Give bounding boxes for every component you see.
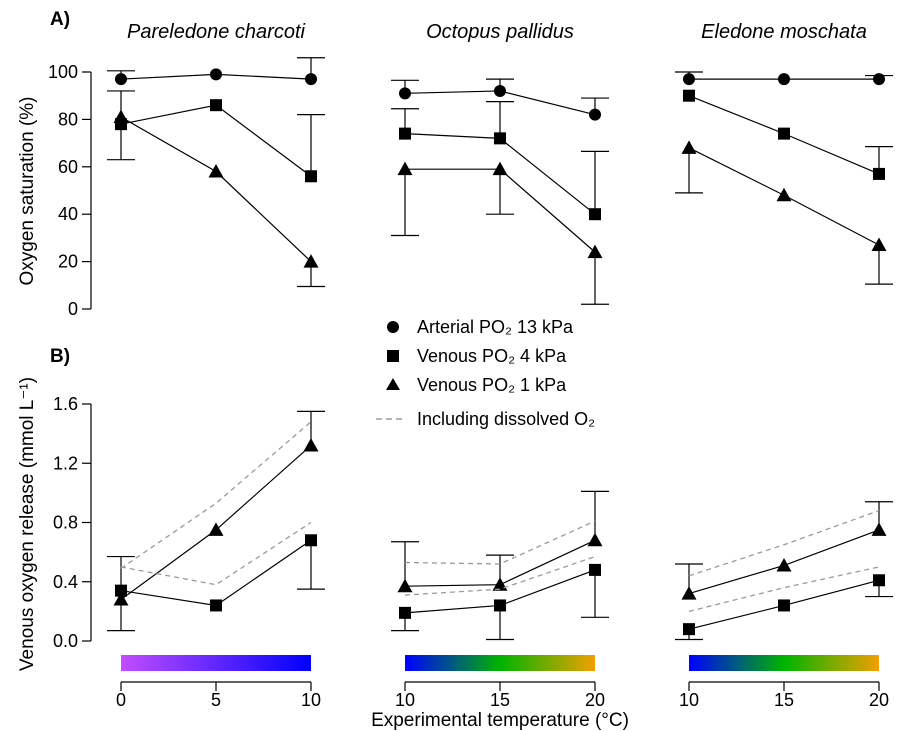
data-point-triangle — [303, 254, 319, 268]
data-point-square — [210, 99, 222, 112]
data-point-triangle — [681, 140, 697, 154]
data-point-triangle — [397, 578, 413, 593]
x-tick-label: 0 — [116, 690, 126, 710]
x-tick-label: 10 — [301, 690, 321, 710]
x-tick-label: 10 — [679, 690, 699, 710]
y-tick-label: 1.2 — [53, 453, 78, 473]
legend-label-dissolved: Including dissolved O₂ — [417, 409, 595, 429]
data-point-square — [873, 167, 885, 180]
data-point-circle — [778, 73, 790, 86]
subplot-title-pareledone: Pareledone charcoti — [127, 21, 305, 43]
y-tick-label: 60 — [58, 157, 78, 177]
y-tick-label: 20 — [58, 252, 78, 272]
temperature-gradient-bar-pareledone — [121, 655, 311, 671]
data-point-circle — [399, 87, 411, 100]
data-point-triangle — [492, 161, 508, 176]
legend-triangle-marker — [386, 378, 400, 390]
series-line-triangle — [120, 116, 312, 263]
data-point-square — [589, 208, 601, 221]
subplot-a-3 — [675, 71, 893, 285]
data-point-circle — [683, 73, 695, 86]
panel-a-label: A) — [50, 9, 70, 30]
y-tick-label: 40 — [58, 204, 78, 224]
y-axis-label-saturation: Oxygen saturation (%) — [17, 96, 38, 285]
dissolved-o2-line — [120, 421, 312, 569]
data-point-square — [399, 127, 411, 140]
data-point-square — [494, 599, 506, 612]
y-tick-label: 1.6 — [53, 394, 78, 414]
data-point-triangle — [776, 187, 792, 202]
data-point-triangle — [871, 522, 887, 536]
x-tick-label: 10 — [395, 690, 415, 710]
dissolved-o2-line — [120, 521, 312, 586]
temperature-gradient-bar-eledone — [689, 655, 879, 671]
dissolved-o2-line — [688, 566, 880, 613]
x-tick-label: 15 — [490, 690, 510, 710]
data-point-square — [494, 132, 506, 145]
y-tick-label: 100 — [48, 62, 78, 82]
data-point-square — [210, 599, 222, 612]
y-tick-label: 0.8 — [53, 513, 78, 533]
data-point-triangle — [113, 592, 129, 606]
x-tick-label: 20 — [869, 690, 889, 710]
data-point-square — [589, 563, 601, 576]
data-point-circle — [494, 84, 506, 97]
x-tick-label: 5 — [211, 690, 221, 710]
data-point-triangle — [776, 557, 792, 572]
data-point-circle — [305, 73, 317, 86]
data-point-triangle — [587, 532, 603, 547]
data-point-triangle — [208, 164, 224, 178]
legend-circle-marker — [387, 321, 399, 333]
data-point-circle — [873, 73, 885, 86]
dissolved-o2-line — [688, 510, 880, 577]
data-point-triangle — [587, 244, 603, 259]
y-tick-label: 0.0 — [53, 631, 78, 651]
x-tick-label: 15 — [774, 690, 794, 710]
x-axis-label: Experimental temperature (°C) — [371, 710, 629, 731]
data-point-square — [305, 534, 317, 547]
data-point-square — [873, 574, 885, 587]
data-point-square — [778, 127, 790, 140]
subplot-b-1: 0.0 0.4 0.8 1.2 1.6 0 5 10 — [53, 394, 325, 710]
y-tick-label: 80 — [58, 109, 78, 129]
y-axis-label-release: Venous oxygen release (mmol L⁻¹) — [17, 377, 38, 671]
data-point-circle — [115, 73, 127, 86]
subplot-b-2: 10 15 20 — [391, 490, 609, 710]
data-point-square — [399, 606, 411, 619]
x-tick-label: 20 — [585, 690, 605, 710]
data-point-circle — [589, 108, 601, 121]
data-point-triangle — [681, 586, 697, 600]
subplot-title-eledone: Eledone moschata — [701, 21, 867, 43]
data-point-triangle — [871, 237, 887, 252]
subplot-a-2 — [391, 78, 609, 305]
data-point-square — [683, 623, 695, 636]
legend-square-marker — [387, 350, 399, 362]
data-point-square — [683, 89, 695, 102]
data-point-triangle — [208, 522, 224, 536]
subplot-a-1: 0 20 40 60 80 100 — [48, 57, 325, 319]
legend-label-venous-4: Venous PO₂ 4 kPa — [417, 346, 567, 366]
data-point-triangle — [492, 577, 508, 591]
panel-b-label: B) — [50, 346, 70, 367]
y-tick-label: 0.4 — [53, 572, 78, 592]
y-tick-label: 0 — [68, 299, 78, 319]
dissolved-o2-line — [404, 520, 596, 565]
data-point-triangle — [303, 437, 319, 452]
legend: Arterial PO₂ 13 kPa Venous PO₂ 4 kPa Ven… — [376, 317, 595, 429]
legend-label-venous-1: Venous PO₂ 1 kPa — [417, 375, 567, 395]
data-point-triangle — [397, 161, 413, 176]
subplot-b-3: 10 15 20 — [675, 501, 893, 710]
temperature-gradient-bar-octopus — [405, 655, 595, 671]
subplot-title-octopus: Octopus pallidus — [426, 21, 574, 43]
data-point-square — [778, 599, 790, 612]
data-point-circle — [210, 68, 222, 81]
legend-label-arterial: Arterial PO₂ 13 kPa — [417, 317, 574, 337]
data-point-triangle — [113, 109, 129, 124]
dissolved-o2-line — [404, 555, 596, 596]
data-point-square — [305, 170, 317, 183]
